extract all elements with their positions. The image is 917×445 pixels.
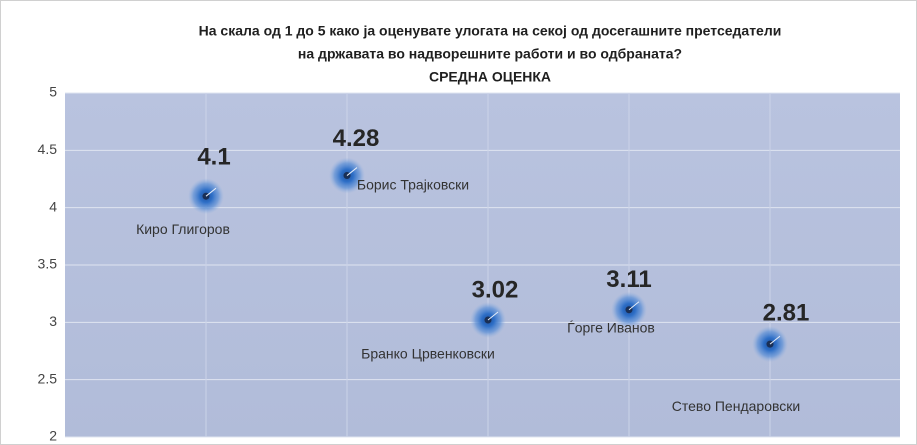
- y-tick-label: 5: [49, 84, 57, 100]
- y-tick-label: 2.5: [38, 370, 58, 386]
- value-label: 4.1: [197, 144, 230, 171]
- marker-part: [628, 301, 640, 311]
- value-label: 3.02: [472, 276, 519, 303]
- point: [752, 326, 788, 363]
- value-label: 3.11: [606, 266, 651, 293]
- category-label: Бранко Црвенковски: [361, 346, 495, 362]
- point: [470, 302, 506, 339]
- category-label: Стево Пендаровски: [672, 398, 800, 414]
- marker-part: [769, 335, 781, 345]
- chart-title: СРЕДНА ОЦЕНКА: [429, 69, 551, 85]
- y-tick-label: 3.5: [38, 256, 58, 272]
- category-label: Киро Глигоров: [136, 221, 230, 237]
- value-label: 2.81: [763, 299, 810, 326]
- y-tick-label: 4.5: [38, 141, 58, 157]
- y-tick-label: 3: [49, 313, 57, 329]
- marker-part: [346, 167, 358, 176]
- point: [611, 291, 647, 328]
- marker-part: [205, 187, 217, 197]
- category-label: Борис Трајковски: [357, 176, 469, 192]
- chart-title: на државата во надворешните работи и во …: [298, 46, 682, 62]
- y-tick-label: 4: [49, 198, 57, 214]
- point: [329, 157, 365, 194]
- value-label: 4.28: [333, 125, 380, 152]
- category-label: Ѓорге Иванов: [567, 319, 655, 335]
- marker-part: [487, 311, 499, 321]
- point: [188, 178, 224, 215]
- chart-title: На скала од 1 до 5 како ја оценувате уло…: [199, 23, 782, 39]
- y-tick-label: 2: [49, 428, 57, 444]
